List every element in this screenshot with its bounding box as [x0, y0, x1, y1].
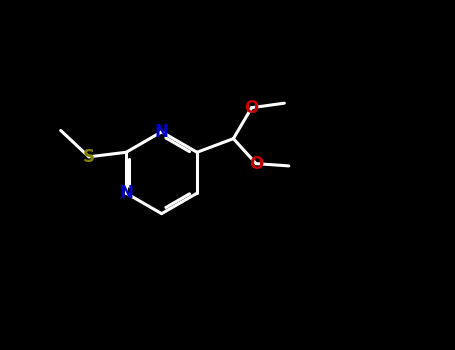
- Text: N: N: [119, 184, 133, 202]
- Text: O: O: [244, 99, 259, 117]
- Text: S: S: [83, 148, 95, 166]
- Text: O: O: [249, 155, 263, 173]
- Text: N: N: [155, 123, 168, 141]
